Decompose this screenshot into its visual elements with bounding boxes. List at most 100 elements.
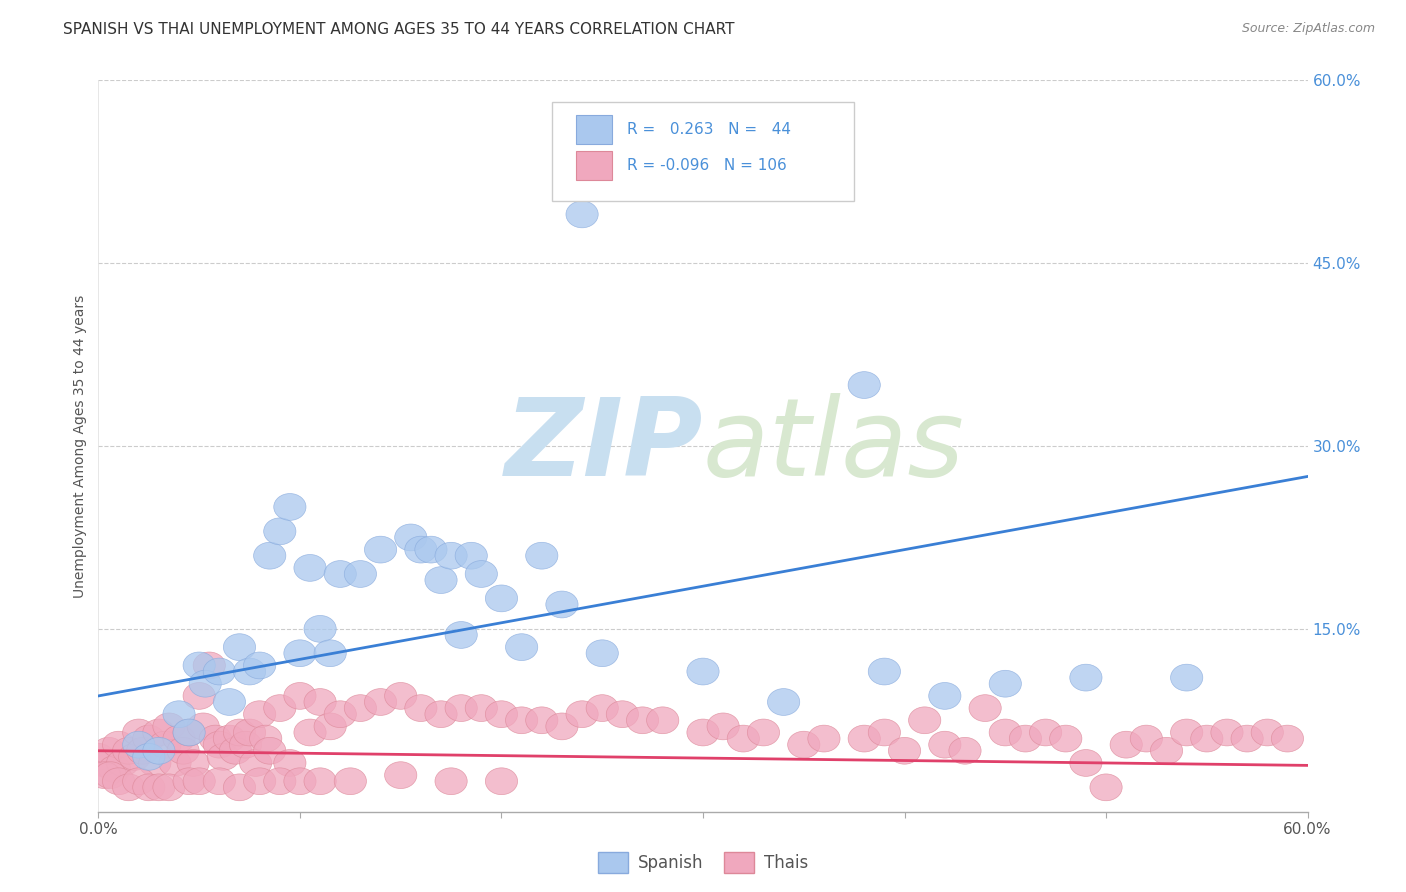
Ellipse shape <box>304 615 336 642</box>
Ellipse shape <box>253 738 285 764</box>
Ellipse shape <box>167 738 200 764</box>
Ellipse shape <box>294 555 326 582</box>
Ellipse shape <box>243 768 276 795</box>
Ellipse shape <box>465 695 498 722</box>
Ellipse shape <box>159 749 191 776</box>
Ellipse shape <box>1029 719 1062 746</box>
Ellipse shape <box>627 706 658 734</box>
Ellipse shape <box>344 695 377 722</box>
Ellipse shape <box>93 738 125 764</box>
Ellipse shape <box>233 658 266 685</box>
Ellipse shape <box>204 731 235 758</box>
Ellipse shape <box>325 701 356 728</box>
Ellipse shape <box>243 652 276 679</box>
Ellipse shape <box>153 713 186 739</box>
Ellipse shape <box>335 768 367 795</box>
Ellipse shape <box>485 768 517 795</box>
Ellipse shape <box>284 682 316 709</box>
Ellipse shape <box>122 768 155 795</box>
Ellipse shape <box>1191 725 1223 752</box>
Ellipse shape <box>214 689 246 715</box>
Ellipse shape <box>127 738 159 764</box>
Ellipse shape <box>526 542 558 569</box>
Ellipse shape <box>229 731 262 758</box>
Ellipse shape <box>314 713 346 739</box>
Ellipse shape <box>949 738 981 764</box>
Ellipse shape <box>526 706 558 734</box>
Ellipse shape <box>929 682 960 709</box>
Ellipse shape <box>163 701 195 728</box>
Ellipse shape <box>969 695 1001 722</box>
Ellipse shape <box>385 682 416 709</box>
Ellipse shape <box>294 719 326 746</box>
Ellipse shape <box>869 658 900 685</box>
Ellipse shape <box>153 774 186 801</box>
Ellipse shape <box>1211 719 1243 746</box>
Ellipse shape <box>425 701 457 728</box>
Ellipse shape <box>434 768 467 795</box>
Text: Source: ZipAtlas.com: Source: ZipAtlas.com <box>1241 22 1375 36</box>
Ellipse shape <box>204 768 235 795</box>
Ellipse shape <box>214 725 246 752</box>
Ellipse shape <box>1150 738 1182 764</box>
Ellipse shape <box>688 658 718 685</box>
Ellipse shape <box>446 622 477 648</box>
Ellipse shape <box>990 670 1021 698</box>
Ellipse shape <box>848 372 880 399</box>
Ellipse shape <box>89 762 121 789</box>
Ellipse shape <box>177 749 209 776</box>
Ellipse shape <box>1070 749 1102 776</box>
Ellipse shape <box>193 652 225 679</box>
Ellipse shape <box>274 493 307 520</box>
Ellipse shape <box>183 682 215 709</box>
Ellipse shape <box>94 762 127 789</box>
Ellipse shape <box>173 719 205 746</box>
Legend: Spanish, Thais: Spanish, Thais <box>592 846 814 880</box>
Ellipse shape <box>224 633 256 661</box>
FancyBboxPatch shape <box>551 103 855 201</box>
Ellipse shape <box>122 731 155 758</box>
Ellipse shape <box>132 725 165 752</box>
Ellipse shape <box>204 658 235 685</box>
Ellipse shape <box>1271 725 1303 752</box>
Ellipse shape <box>889 738 921 764</box>
Ellipse shape <box>546 713 578 739</box>
Ellipse shape <box>446 695 477 722</box>
Ellipse shape <box>139 749 172 776</box>
Ellipse shape <box>173 719 205 746</box>
Ellipse shape <box>173 768 205 795</box>
Ellipse shape <box>344 560 377 588</box>
Ellipse shape <box>83 743 114 771</box>
Ellipse shape <box>233 719 266 746</box>
Text: R = -0.096   N = 106: R = -0.096 N = 106 <box>627 159 786 173</box>
Ellipse shape <box>787 731 820 758</box>
Ellipse shape <box>187 713 219 739</box>
Ellipse shape <box>1111 731 1142 758</box>
Ellipse shape <box>143 774 174 801</box>
Ellipse shape <box>98 756 131 782</box>
Ellipse shape <box>132 774 165 801</box>
Ellipse shape <box>239 749 271 776</box>
Ellipse shape <box>224 719 256 746</box>
Ellipse shape <box>183 652 215 679</box>
Text: R =   0.263   N =   44: R = 0.263 N = 44 <box>627 122 790 136</box>
Ellipse shape <box>748 719 779 746</box>
Text: ZIP: ZIP <box>505 393 703 499</box>
Ellipse shape <box>567 201 598 227</box>
Ellipse shape <box>314 640 346 666</box>
FancyBboxPatch shape <box>576 115 613 144</box>
Ellipse shape <box>107 749 139 776</box>
Ellipse shape <box>253 542 285 569</box>
Ellipse shape <box>112 774 145 801</box>
Ellipse shape <box>325 560 356 588</box>
Ellipse shape <box>304 768 336 795</box>
Ellipse shape <box>768 689 800 715</box>
Ellipse shape <box>606 701 638 728</box>
Y-axis label: Unemployment Among Ages 35 to 44 years: Unemployment Among Ages 35 to 44 years <box>73 294 87 598</box>
FancyBboxPatch shape <box>576 152 613 180</box>
Ellipse shape <box>284 640 316 666</box>
Ellipse shape <box>707 713 740 739</box>
Ellipse shape <box>112 738 145 764</box>
Ellipse shape <box>990 719 1021 746</box>
Ellipse shape <box>132 743 165 771</box>
